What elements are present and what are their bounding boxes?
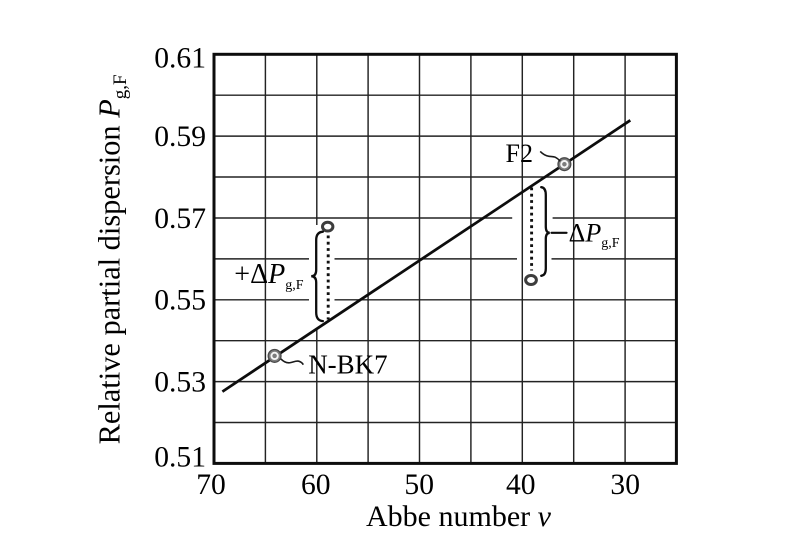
svg-text:0.53: 0.53 — [154, 366, 206, 398]
svg-text:60: 60 — [301, 469, 331, 501]
svg-text:0.57: 0.57 — [154, 203, 206, 235]
svg-text:50: 50 — [404, 469, 434, 501]
svg-text:F2: F2 — [506, 139, 533, 168]
svg-text:0.51: 0.51 — [154, 442, 206, 474]
svg-text:0.61: 0.61 — [154, 42, 206, 74]
svg-text:30: 30 — [610, 469, 640, 501]
svg-text:0.59: 0.59 — [154, 121, 206, 153]
svg-text:Relative partial dispersion Pg: Relative partial dispersion Pg,F — [93, 74, 132, 444]
svg-text:70: 70 — [196, 469, 226, 501]
svg-text:40: 40 — [506, 469, 536, 501]
svg-text:Abbe number v: Abbe number v — [366, 500, 552, 533]
svg-text:N-BK7: N-BK7 — [308, 350, 388, 380]
svg-text:0.55: 0.55 — [154, 285, 206, 317]
